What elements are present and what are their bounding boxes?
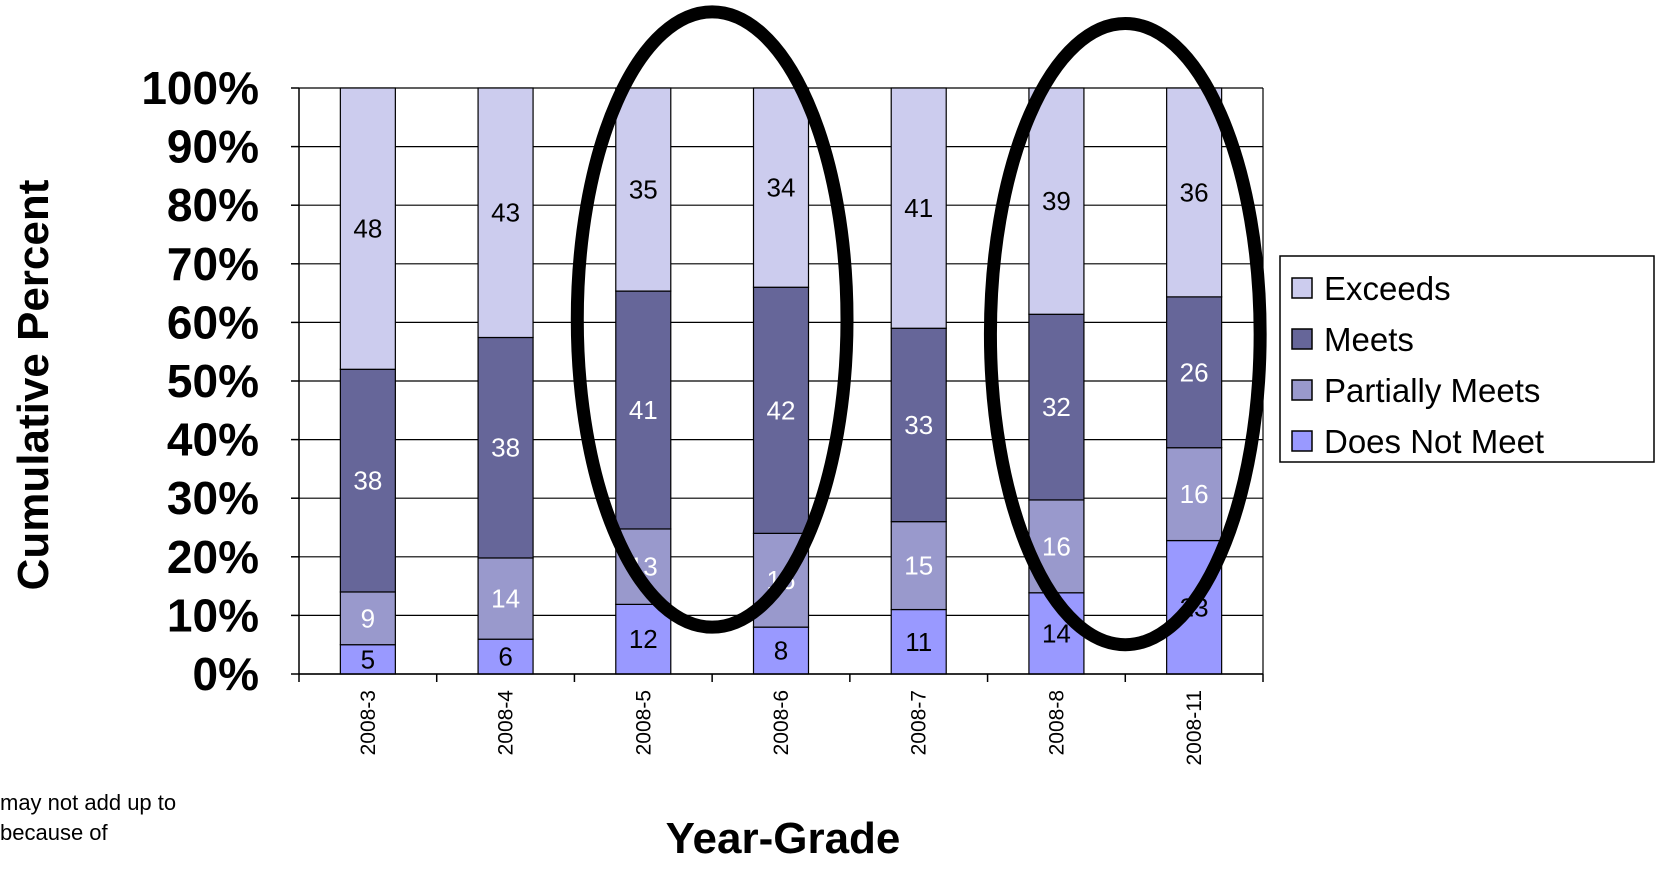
bar-segment	[752, 286, 810, 534]
data-label: 33	[904, 410, 933, 440]
x-tick-label: 2008-4	[495, 690, 518, 756]
y-tick-label: 70%	[167, 238, 259, 290]
data-label: 34	[767, 173, 796, 203]
legend-box	[1279, 255, 1655, 463]
data-label: 9	[361, 603, 375, 633]
data-label: 41	[629, 395, 658, 425]
bar-segment	[615, 290, 672, 530]
x-tick-label: 2008-7	[908, 690, 931, 755]
data-label: 14	[491, 584, 520, 614]
data-label: 43	[491, 198, 520, 228]
legend: Exceeds Meets Partially Meets Does Not Meet	[1279, 255, 1655, 463]
y-tick-label: 30%	[167, 472, 259, 524]
x-axis-title: Year-Grade	[666, 814, 901, 863]
legend-swatch	[1291, 328, 1313, 350]
data-label: 42	[767, 395, 796, 425]
bar-segment	[752, 626, 810, 675]
data-label: 15	[904, 551, 933, 581]
bar-segment	[1166, 87, 1223, 298]
data-label: 11	[905, 627, 932, 657]
data-label: 38	[353, 466, 382, 496]
bar-segment	[615, 603, 672, 675]
bars	[339, 87, 1223, 675]
legend-swatch	[1291, 379, 1313, 401]
highlight-ellipses	[570, 5, 1267, 652]
data-label: 32	[1042, 392, 1071, 422]
y-tick-label: 10%	[167, 589, 259, 641]
data-label: 36	[1180, 177, 1209, 207]
y-tick-label: 100%	[141, 62, 259, 114]
x-tick-label: 2008-5	[632, 690, 655, 755]
data-label: 14	[1042, 618, 1071, 648]
x-tick-labels: 2008-3 2008-4 2008-5 2008-6 2008-7 2008-8 2008…	[357, 690, 1206, 766]
bar-segment	[1028, 313, 1085, 501]
bar-segment	[339, 87, 396, 370]
legend-label: Meets	[1324, 321, 1414, 358]
bar-segment	[890, 521, 947, 611]
data-label: 12	[629, 624, 658, 654]
bar-segment	[615, 87, 672, 292]
data-label: 48	[353, 214, 382, 244]
x-tick-label: 2008-3	[357, 690, 380, 755]
y-tick-label: 40%	[167, 414, 259, 466]
data-label: 16	[1180, 479, 1209, 509]
bar-segment	[890, 87, 947, 329]
bar-segment	[1028, 87, 1085, 315]
y-tick-label: 90%	[167, 121, 259, 173]
y-tick-label: 60%	[167, 296, 259, 348]
data-label: 5	[361, 644, 375, 674]
legend-swatch	[1291, 430, 1313, 452]
data-label: 8	[774, 636, 788, 666]
data-label: 6	[498, 642, 512, 672]
data-label: 26	[1180, 357, 1209, 387]
highlight-ellipse	[570, 5, 854, 634]
y-tick-label: 50%	[167, 355, 259, 407]
highlight-ellipse	[983, 17, 1267, 652]
bar-segment	[752, 87, 810, 288]
legend-swatch	[1291, 277, 1313, 299]
legend-label: Does Not Meet	[1324, 423, 1544, 460]
legend-label: Partially Meets	[1324, 372, 1540, 409]
data-label: 38	[491, 433, 520, 463]
data-label: 16	[1042, 531, 1071, 561]
y-tick-label: 80%	[167, 179, 259, 231]
bar-segment	[339, 644, 396, 675]
x-tick-label: 2008-11	[1183, 690, 1206, 766]
bar-segment	[477, 87, 534, 339]
footnote: may not add up to because of	[0, 790, 177, 845]
x-tick-label: 2008-6	[770, 690, 793, 755]
bar-segment	[1166, 296, 1223, 449]
legend-label: Exceeds	[1324, 270, 1451, 307]
bar-segment	[477, 638, 534, 675]
y-axis-title: Cumulative Percent	[9, 179, 58, 590]
bar-segment	[339, 591, 396, 646]
x-tick-label: 2008-8	[1045, 690, 1068, 755]
y-tick-labels: 0% 10% 20% 30% 40% 50% 60% 70% 80% 90% 100%	[141, 62, 259, 700]
y-tick-label: 20%	[167, 531, 259, 583]
y-tick-label: 0%	[193, 648, 259, 700]
bar-segment	[339, 368, 396, 593]
data-label: 35	[629, 175, 658, 205]
data-label: 41	[904, 193, 933, 223]
bar-segment	[890, 327, 947, 523]
data-label: 39	[1042, 186, 1071, 216]
